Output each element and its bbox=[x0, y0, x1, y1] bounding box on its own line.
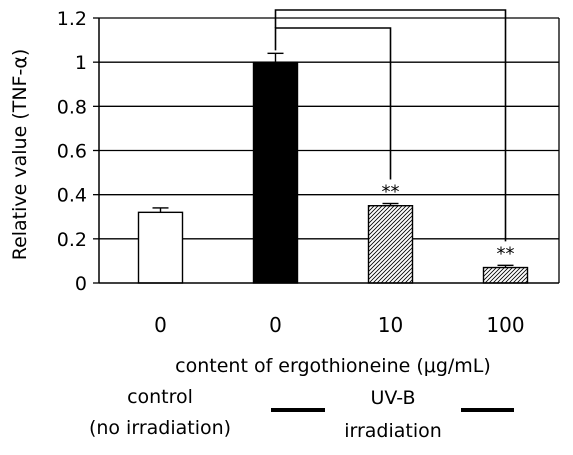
grid-lines bbox=[99, 17, 559, 240]
group-label-control: control bbox=[127, 386, 193, 408]
group-label-uvb-sub: irradiation bbox=[344, 420, 442, 442]
x-tick-label: 100 bbox=[486, 313, 524, 337]
y-tick-label: 1 bbox=[75, 52, 87, 74]
group-label-uvb: UV-B bbox=[370, 387, 415, 409]
y-tick-label: 0 bbox=[75, 273, 87, 295]
y-tick-label: 1.2 bbox=[57, 8, 87, 30]
y-tick-label: 0.2 bbox=[57, 229, 87, 251]
significance-mark: ** bbox=[382, 182, 400, 203]
x-tick-label: 10 bbox=[378, 313, 403, 337]
bars bbox=[137, 52, 529, 284]
labels: 0 0.2 0.4 0.6 0.8 1 1.2 0 0 10 ** 100 ** Relative val… bbox=[9, 8, 525, 442]
x-tick-label: 0 bbox=[269, 313, 282, 337]
x-tick-label: 0 bbox=[154, 313, 167, 337]
group-label-control-sub: (no irradiation) bbox=[89, 417, 231, 439]
y-tick-label: 0.6 bbox=[57, 141, 87, 163]
axes bbox=[93, 9, 560, 412]
comparison-bracket bbox=[274, 27, 392, 180]
significance-mark: ** bbox=[497, 243, 515, 264]
y-tick-label: 0.8 bbox=[57, 96, 87, 118]
bar bbox=[482, 266, 529, 284]
bar bbox=[252, 61, 299, 284]
y-tick-label: 0.4 bbox=[57, 185, 87, 207]
x-axis-label: content of ergothioneine (μg/mL) bbox=[175, 355, 491, 377]
y-axis-label: Relative value (TNF-α) bbox=[9, 49, 31, 261]
comparison-bracket bbox=[274, 9, 507, 242]
bar bbox=[137, 211, 184, 284]
bar bbox=[367, 205, 414, 284]
